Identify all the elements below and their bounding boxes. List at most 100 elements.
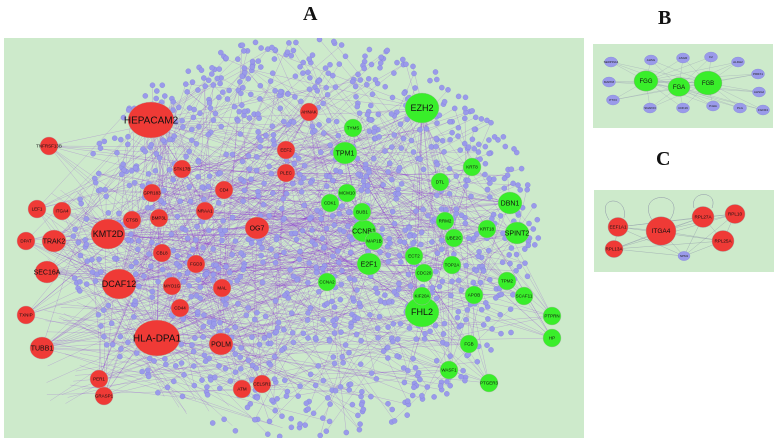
network-node-mapk8: MAPK8 [602, 76, 616, 88]
network-node-minor [455, 308, 462, 315]
network-panel-a: HEPACAM2 HLA-DPA1 DCAF12 KMT2D SEC16A TUBB1 TR… [4, 38, 584, 438]
network-node-minor [524, 186, 530, 193]
network-node-label: RPL27A [694, 215, 712, 220]
network-node-minor [231, 103, 238, 110]
network-node-minor [300, 70, 306, 76]
network-node-minor [199, 184, 206, 190]
network-node-label: PLG [737, 106, 744, 110]
network-node-minor [77, 288, 83, 294]
network-node-minor [92, 278, 99, 284]
network-node-minor [103, 342, 110, 348]
network-node-label: E2F1 [361, 261, 378, 268]
network-node-minor [388, 111, 395, 117]
network-node-minor [105, 302, 112, 309]
network-node-minor [358, 187, 365, 193]
network-node-label: SPINT2 [505, 230, 530, 237]
network-node-minor [368, 393, 374, 400]
network-node-minor [309, 227, 315, 233]
network-node-og7: OG7 [244, 216, 270, 240]
network-node-minor [218, 49, 224, 56]
network-node-label: MYO1G [164, 284, 181, 289]
network-node-minor [480, 322, 487, 328]
network-node-minor [330, 354, 337, 360]
network-node-minor [354, 315, 361, 322]
panel-a-letter: A [303, 3, 318, 25]
network-node-label: MAP1B [366, 239, 381, 244]
network-node-minor [185, 68, 192, 74]
network-node-minor [255, 129, 261, 135]
network-node-label: CELSR1 [253, 382, 271, 387]
network-node-minor [142, 93, 149, 99]
network-node-label: AHSG [647, 58, 656, 62]
network-node-label: TNFRSF13B [36, 144, 62, 149]
network-node-label: SNAP23 [644, 106, 656, 110]
network-node-minor [373, 376, 380, 382]
network-node-minor [241, 48, 247, 54]
network-node-minor [133, 259, 139, 266]
network-node-minor [319, 265, 326, 272]
network-node-minor [197, 284, 204, 290]
network-node-minor [192, 335, 198, 341]
network-node-minor [170, 247, 177, 254]
network-node-label: SERPINA1 [604, 60, 619, 64]
network-node-minor [348, 324, 354, 330]
network-node-minor [141, 273, 147, 279]
network-node-minor [268, 246, 274, 253]
network-node-minor [149, 294, 155, 300]
network-node-npm1: NPM1 [677, 251, 691, 261]
network-node-minor [232, 369, 239, 375]
network-node-label: RPL25A [714, 239, 732, 244]
network-node-minor [128, 168, 135, 174]
network-node-minor [384, 344, 391, 351]
network-node-minor [498, 291, 505, 298]
network-node-minor [101, 138, 108, 145]
network-node-minor [105, 210, 112, 216]
network-node-minor [146, 251, 152, 257]
network-node-minor [429, 284, 436, 291]
network-node-minor [445, 87, 451, 93]
network-node-minor [443, 206, 449, 213]
network-node-minor [409, 392, 416, 399]
network-node-minor [404, 116, 410, 123]
network-node-minor [97, 186, 104, 193]
network-node-minor [495, 137, 501, 143]
network-node-minor [281, 292, 288, 299]
network-node-minor [330, 253, 336, 260]
network-node-minor [258, 64, 264, 70]
network-node-minor [239, 73, 246, 80]
network-node-minor [207, 105, 214, 111]
network-node-minor [398, 145, 405, 151]
network-node-minor [263, 132, 269, 139]
network-node-minor [498, 330, 504, 337]
network-node-krt8: KRT8 [462, 157, 482, 177]
network-node-minor [499, 259, 506, 266]
network-node-minor [131, 179, 138, 186]
network-node-minor [397, 121, 404, 127]
network-node-minor [194, 309, 201, 315]
network-node-rpl27a: RPL27A [691, 206, 715, 228]
network-node-minor [402, 227, 408, 233]
network-node-eef2: EEF2 [276, 140, 296, 160]
network-node-minor [248, 91, 254, 98]
network-node-minor [178, 360, 185, 366]
network-node-minor [155, 389, 161, 396]
network-node-minor [314, 207, 320, 214]
network-node-minor [217, 170, 223, 176]
network-node-minor [507, 306, 514, 312]
network-node-minor [486, 137, 492, 143]
network-node-minor [433, 143, 439, 150]
network-node-minor [184, 89, 190, 95]
network-node-minor [329, 213, 336, 219]
network-node-minor [272, 298, 279, 304]
network-node-minor [332, 387, 339, 394]
network-node-minor [475, 149, 482, 155]
network-node-minor [171, 378, 177, 385]
network-node-minor [189, 126, 195, 133]
network-node-minor [508, 166, 515, 172]
network-node-minor [206, 173, 213, 179]
network-node-minor [490, 211, 497, 218]
network-node-minor [257, 144, 263, 150]
network-node-minor [149, 239, 155, 246]
network-node-minor [321, 130, 327, 136]
network-node-minor [216, 200, 222, 206]
